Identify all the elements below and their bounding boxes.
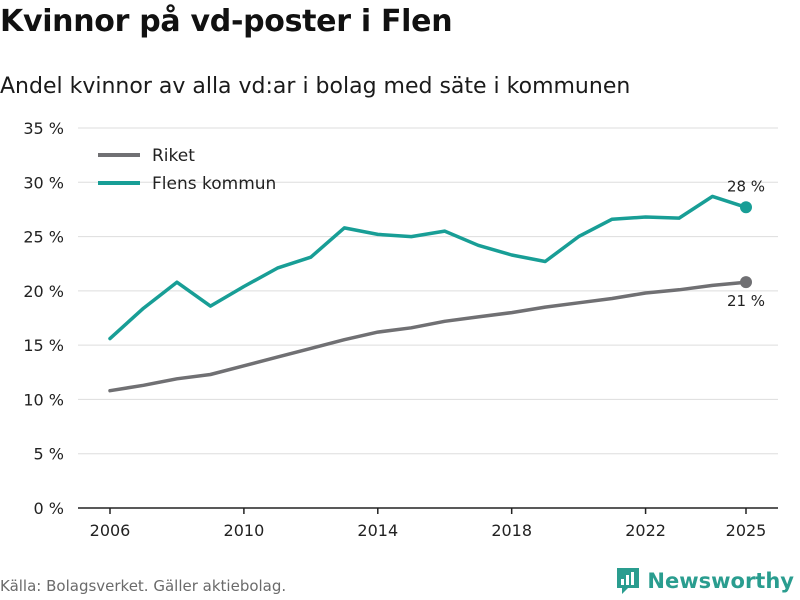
x-tick-label: 2014 — [357, 521, 398, 540]
x-tick-label: 2022 — [625, 521, 666, 540]
line-chart: 0 % 5 % 10 % 15 % 20 % 25 % 30 % 35 % 2006 2010 20… — [23, 119, 778, 540]
y-tick-label: 25 % — [23, 228, 64, 247]
newsworthy-logo-icon — [617, 568, 640, 594]
series-end-marker-flen — [740, 201, 752, 214]
legend-label-riket: Riket — [152, 146, 195, 166]
series-end-label-flen: 28 % — [727, 177, 765, 195]
legend-label-flen: Flens kommun — [152, 174, 276, 194]
series-line-flen — [108, 194, 748, 341]
brand-name: Newsworthy — [647, 569, 794, 593]
series-line-riket — [108, 280, 748, 393]
y-tick-label: 30 % — [23, 173, 64, 192]
source-note: Källa: Bolagsverket. Gäller aktiebolag. — [0, 577, 287, 595]
chart-title: Kvinnor på vd-poster i Flen — [0, 4, 453, 39]
x-tick-label: 2018 — [491, 521, 532, 540]
x-tick-label: 2006 — [90, 521, 131, 540]
series-end-marker-riket — [740, 276, 752, 289]
y-tick-label: 10 % — [23, 390, 64, 409]
y-tick-label: 15 % — [23, 336, 64, 355]
chart-subtitle: Andel kvinnor av alla vd:ar i bolag med … — [0, 74, 631, 99]
y-tick-label: 0 % — [34, 499, 64, 518]
x-tick-label: 2025 — [726, 521, 767, 540]
y-tick-label: 5 % — [34, 445, 64, 464]
x-tick-label: 2010 — [224, 521, 265, 540]
y-tick-label: 20 % — [23, 282, 64, 301]
brand-logo: Newsworthy — [615, 566, 794, 596]
series-end-label-riket: 21 % — [727, 292, 765, 310]
y-tick-label: 35 % — [23, 119, 64, 138]
